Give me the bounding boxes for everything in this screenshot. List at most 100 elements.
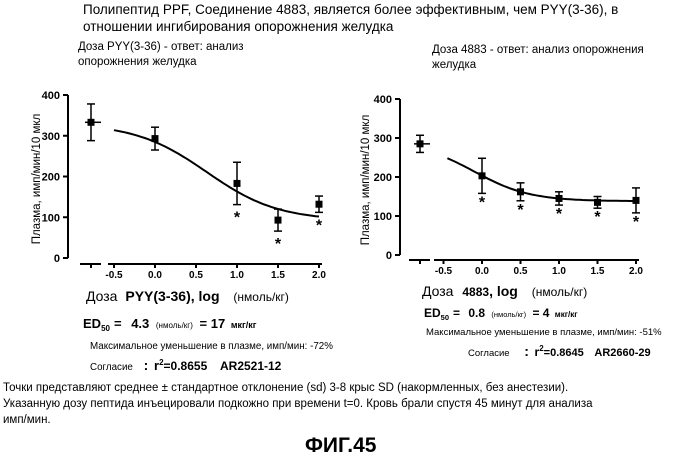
right-fit-curve-layer [446, 157, 636, 202]
left-x-tick-label: -0.5 [105, 270, 123, 281]
right-y-tick-label: 0 [386, 250, 392, 262]
right-data-point [555, 194, 563, 202]
right-fit-colon: : [524, 343, 529, 359]
left-y-tick-label: 300 [42, 131, 60, 143]
left-fit-label: Согласие [90, 362, 133, 373]
left-ed50-value: 4.3 [131, 316, 149, 331]
left-significance-star: * [316, 217, 323, 234]
right-significance-star: * [633, 214, 640, 231]
right-y-tick-label: 200 [374, 172, 392, 184]
left-ed50-subscript: 50 [101, 324, 110, 333]
left-ed50-mass-value: = 17 [200, 316, 226, 331]
left-ed50-line: ED50 = 4.3 (нмоль/кг) = 17 мкг/кг [83, 316, 257, 333]
right-data-point [416, 140, 424, 148]
right-ed50-equals: = [453, 306, 460, 320]
left-fit-colon: : [144, 357, 149, 373]
right-x-tick-label: -0.5 [435, 266, 453, 277]
left-x-tick-label: 0.0 [148, 270, 162, 281]
left-significance-star: * [234, 210, 241, 227]
figure-label: ФИГ.45 [305, 434, 377, 457]
left-chart-title-line-2: опорожнения желудка [78, 56, 197, 68]
left-y-axis-label: Плазма, имп/мин/10 мкл [31, 114, 43, 245]
left-significance-star: * [275, 236, 282, 253]
footnote-line-2: Указанную дозу пептида инъецировали подк… [3, 398, 593, 410]
right-x-tick-label: 1.0 [552, 266, 566, 277]
left-y-tick-label: 400 [42, 90, 60, 102]
left-x-tick-label: 2.0 [312, 270, 326, 281]
left-axes: 0 100 200 300 400 -0.5 0.0 0.5 1.0 1.5 2.0 [42, 90, 327, 281]
left-data-point [315, 200, 323, 208]
left-fit-curve-layer [113, 129, 320, 218]
right-x-label-compound: 4883 [462, 285, 489, 299]
left-x-label: Доза PYY(3-36), log (нмоль/кг) [86, 288, 289, 304]
right-ed50-value: 0.8 [468, 306, 485, 320]
right-fit-curve [446, 157, 636, 202]
right-data-points: * * * * * [414, 134, 640, 231]
right-data-point [632, 196, 640, 204]
left-chart: Плазма, имп/мин/10 мкл 0 100 200 300 400 -0.5… [31, 90, 333, 373]
left-x-label-compound: PYY(3-36) [125, 288, 190, 304]
left-x-tick-label: 0.5 [189, 270, 203, 281]
left-y-tick-label: 0 [54, 253, 60, 265]
left-x-label-log: , log [191, 288, 220, 304]
right-y-tick-label: 400 [374, 94, 392, 106]
right-x-tick-label: 0.5 [514, 266, 528, 277]
right-data-point [594, 198, 601, 206]
figure-heading-line-2: отношении ингибирования опорожнения желу… [83, 19, 394, 34]
right-x-tick-label: 1.5 [591, 266, 605, 277]
left-max-reduction: Максимальное уменьшение в плазме, имп/ми… [90, 341, 333, 352]
right-data-point [478, 172, 486, 180]
left-fit-r-squared: 2 [159, 358, 164, 367]
left-data-point [87, 118, 95, 126]
right-chart-title-line-1: Доза 4883 - ответ: анализ опорожнения [432, 44, 644, 56]
left-ed50-unit-nmol: (нмоль/кг) [156, 321, 193, 330]
right-ed50-subscript: 50 [441, 313, 449, 322]
right-y-axis-label: Плазма, имп/мин/10 мкл [360, 115, 372, 246]
right-x-label-log: , log [489, 283, 518, 299]
left-ed50-label: ED [83, 316, 101, 331]
left-y-tick-label: 200 [42, 172, 60, 184]
right-significance-star: * [479, 194, 486, 211]
right-significance-star: * [594, 209, 601, 226]
right-x-tick-label: 2.0 [629, 266, 643, 277]
right-chart: Плазма, имп/мин/10 мкл 0 100 200 300 400 -0.5… [360, 94, 662, 359]
left-fit-curve [113, 129, 320, 218]
left-x-label-unit: (нмоль/кг) [233, 290, 289, 304]
right-data-point [517, 188, 524, 196]
right-fit-r: r [535, 345, 540, 359]
footnote-line-3: имп/мин. [3, 414, 51, 426]
right-y-tick-label: 300 [374, 133, 392, 145]
left-ed50-equals: = [114, 316, 122, 331]
left-ed50-unit-mkg: мкг/кг [231, 320, 257, 330]
left-chart-title-line-1: Доза PYY(3-36) - ответ: анализ [78, 41, 244, 53]
left-y-tick-label: 100 [42, 212, 60, 224]
left-data-point [233, 179, 241, 187]
right-ed50-line: ED50 = 0.8 (нмоль/кг) = 4 мкг/кг [424, 306, 578, 322]
right-fit-r-squared: 2 [539, 344, 544, 353]
left-x-tick-label: 1.0 [230, 270, 244, 281]
right-y-tick-label: 100 [374, 211, 392, 223]
right-significance-star: * [517, 202, 524, 219]
footnote-line-1: Точки представляют среднее ± стандартное… [3, 382, 569, 394]
right-ed50-mass-value: = 4 [532, 306, 549, 320]
right-max-reduction: Максимальное уменьшение в плазме, имп/ми… [426, 327, 662, 338]
left-fit-line: Согласие : r2=0.8655 AR2521-12 [90, 357, 282, 373]
left-data-point [274, 216, 282, 224]
right-fit-value: =0.8645 [544, 347, 584, 359]
left-x-tick-label: 1.5 [271, 270, 285, 281]
right-chart-title-line-2: желудка [432, 59, 477, 71]
right-x-label-dose: Доза [422, 283, 454, 299]
right-ed50-label: ED [424, 306, 441, 320]
figure-heading-line-1: Полипептид PPF, Соединение 4883, являетс… [83, 2, 619, 17]
right-fit-label: Согласие [468, 348, 510, 359]
right-axes: 0 100 200 300 400 -0.5 0.0 0.5 1.0 1.5 2.0 [374, 94, 644, 277]
right-x-label: Доза 4883, log (нмоль/кг) [422, 283, 587, 299]
right-fit-code: AR2660-29 [594, 347, 650, 359]
left-fit-value: =0.8655 [164, 359, 208, 373]
right-significance-star: * [556, 206, 563, 223]
right-x-label-unit: (нмоль/кг) [532, 285, 588, 299]
right-x-tick-label: 0.0 [475, 266, 489, 277]
left-x-label-dose: Доза [86, 288, 118, 304]
left-data-points: * * * [85, 103, 323, 253]
